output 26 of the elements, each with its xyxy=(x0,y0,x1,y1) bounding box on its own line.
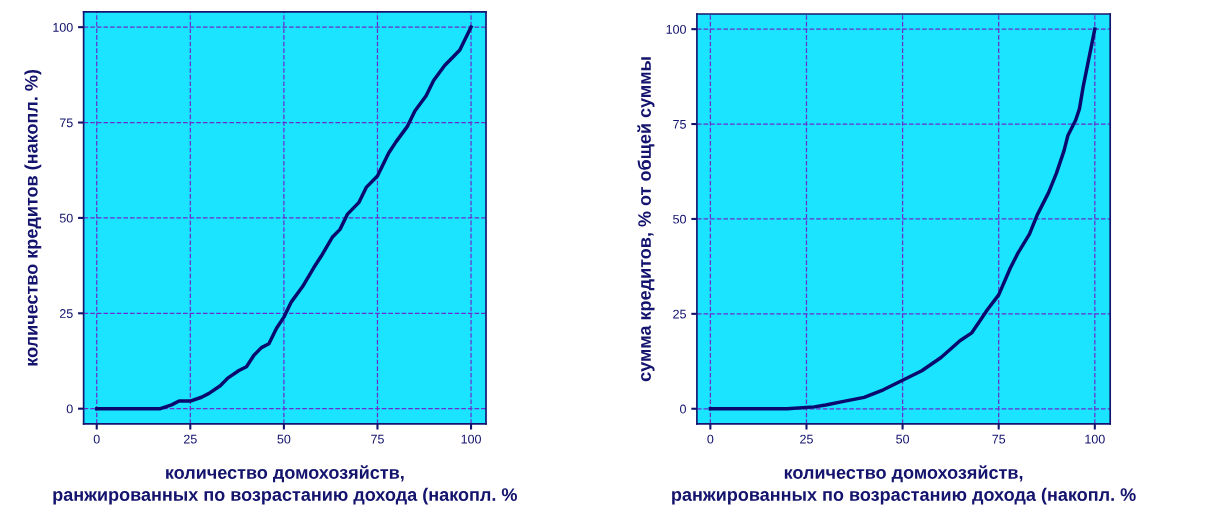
y-tick-label: 0 xyxy=(680,404,686,414)
y-tick-label: 25 xyxy=(673,309,686,319)
line-series xyxy=(708,27,1097,411)
y-tick-label: 75 xyxy=(673,119,686,129)
x-axis-title: количество домохозяйств, ранжированных по возрастанию дохода (накопл. % xyxy=(672,465,1136,505)
y-tick-label: 100 xyxy=(666,24,686,34)
x-tick-label: 0 xyxy=(707,434,714,444)
x-tick-label: 75 xyxy=(992,434,1006,444)
x-tick-label: 50 xyxy=(896,434,910,444)
y-tick-label: 25 xyxy=(59,309,73,318)
x-tick-label: 25 xyxy=(183,434,197,444)
x-tick-label: 50 xyxy=(277,434,291,444)
line-series xyxy=(94,25,473,411)
y-axis-title: количество кредитов (накопл. %) xyxy=(24,69,42,366)
y-tick-label: 0 xyxy=(66,404,73,414)
y-tick-label: 50 xyxy=(59,213,73,223)
x-tick-label: 100 xyxy=(461,434,481,444)
y-axis-title: сумма кредитов, % от общей суммы xyxy=(637,57,655,382)
y-tick-label: 75 xyxy=(59,118,73,128)
x-tick-label: 100 xyxy=(1085,434,1105,444)
x-tick-label: 25 xyxy=(800,434,813,444)
x-axis-title: количество домохозяйств, ранжированных по возрастанию дохода (накопл. % xyxy=(53,465,517,505)
x-tick-label: 75 xyxy=(371,434,384,444)
x-tick-label: 0 xyxy=(93,434,100,444)
y-tick-label: 100 xyxy=(53,22,73,32)
y-tick-label: 50 xyxy=(673,214,686,224)
